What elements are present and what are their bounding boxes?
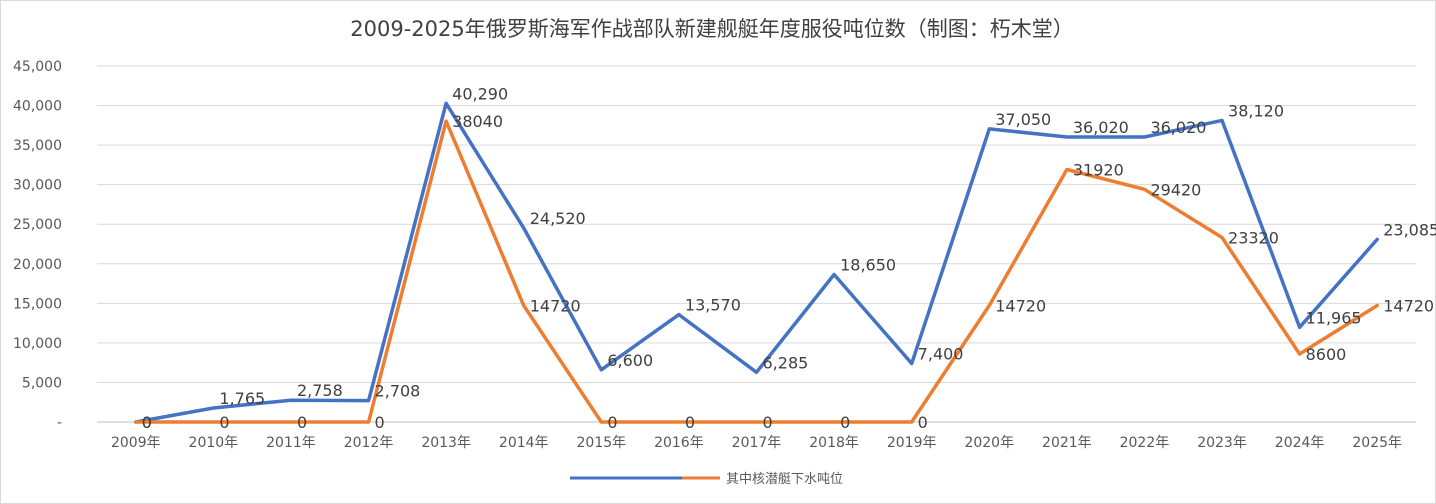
- y-tick-label: 10,000: [13, 336, 62, 352]
- data-label-series-2: 14720: [530, 297, 581, 316]
- data-label-series-1: 36,020: [1073, 118, 1129, 137]
- data-label-series-1: 6,600: [607, 351, 653, 370]
- data-label-series-1: 6,285: [763, 353, 809, 372]
- data-label-series-1: 36,020: [1150, 118, 1206, 137]
- data-label-series-1: 7,400: [918, 344, 964, 363]
- series-line-2: [134, 119, 1379, 424]
- y-tick-label: 40,000: [13, 99, 62, 115]
- data-label-series-2: 0: [685, 413, 695, 432]
- y-tick-label: -: [57, 415, 62, 431]
- data-label-series-2: 0: [763, 413, 773, 432]
- data-label-series-2: 0: [142, 413, 152, 432]
- x-tick-label: 2010年: [189, 435, 239, 451]
- x-tick-label: 2018年: [809, 435, 859, 451]
- data-label-series-2: 14720: [1383, 297, 1434, 316]
- y-axis: - 5,000 10,000 15,000 20,000 25,000 30,000 35,0…: [13, 59, 62, 431]
- data-label-series-1: 24,520: [530, 209, 586, 228]
- data-label-series-2: 0: [219, 413, 229, 432]
- data-label-series-2: 23320: [1228, 229, 1279, 248]
- data-label-series-1: 40,290: [452, 84, 508, 103]
- x-tick-label: 2023年: [1197, 435, 1247, 451]
- data-label-series-2: 0: [297, 413, 307, 432]
- data-label-series-1: 11,965: [1306, 308, 1362, 327]
- x-tick-label: 2013年: [421, 435, 471, 451]
- y-tick-label: 20,000: [13, 257, 62, 273]
- x-tick-label: 2015年: [577, 435, 627, 451]
- data-label-series-2: 0: [840, 413, 850, 432]
- y-tick-label: 35,000: [13, 138, 62, 154]
- data-label-series-2: 38040: [452, 112, 503, 131]
- data-label-series-2: 31920: [1073, 160, 1124, 179]
- y-tick-label: 45,000: [13, 59, 62, 75]
- x-tick-label: 2019年: [887, 435, 937, 451]
- data-label-series-2: 0: [375, 413, 385, 432]
- x-tick-label: 2020年: [964, 435, 1014, 451]
- legend-label-series-2: 其中核潜艇下水吨位: [726, 472, 843, 487]
- data-label-series-2: 29420: [1150, 180, 1201, 199]
- x-tick-label: 2009年: [111, 435, 161, 451]
- data-label-series-2: 0: [918, 413, 928, 432]
- data-label-series-1: 37,050: [995, 110, 1051, 129]
- data-labels: 0 1,765 2,758 2,708 40,290 24,520 6,600 13,570 6…: [142, 84, 1436, 432]
- data-label-series-1: 18,650: [840, 255, 896, 274]
- x-tick-label: 2017年: [732, 435, 782, 451]
- x-tick-label: 2016年: [654, 435, 704, 451]
- y-tick-label: 25,000: [13, 217, 62, 233]
- data-label-series-1: 2,758: [297, 381, 343, 400]
- series-line-1: [134, 101, 1379, 424]
- data-label-series-2: 0: [607, 413, 617, 432]
- data-label-series-1: 23,085: [1383, 220, 1436, 239]
- legend: 其中核潜艇下水吨位: [570, 472, 843, 487]
- chart-title: 2009-2025年俄罗斯海军作战部队新建舰艇年度服役吨位数（制图：朽木堂）: [350, 17, 1073, 41]
- y-tick-label: 15,000: [13, 296, 62, 312]
- data-label-series-2: 8600: [1306, 345, 1347, 364]
- x-tick-label: 2012年: [344, 435, 394, 451]
- gridlines: [97, 65, 1416, 423]
- x-tick-label: 2011年: [266, 435, 316, 451]
- data-label-series-1: 2,708: [375, 382, 421, 401]
- x-tick-label: 2014年: [499, 435, 549, 451]
- x-axis: 2009年 2010年 2011年 2012年 2013年 2014年 2015年 2016年…: [111, 435, 1402, 451]
- x-tick-label: 2024年: [1275, 435, 1325, 451]
- x-tick-label: 2025年: [1352, 435, 1402, 451]
- x-tick-label: 2022年: [1120, 435, 1170, 451]
- data-label-series-2: 14720: [995, 297, 1046, 316]
- data-label-series-1: 13,570: [685, 296, 741, 315]
- data-label-series-1: 1,765: [219, 389, 265, 408]
- series-lines: [134, 101, 1379, 424]
- x-tick-label: 2021年: [1042, 435, 1092, 451]
- data-label-series-1: 0: [142, 413, 152, 432]
- y-tick-label: 30,000: [13, 178, 62, 194]
- data-label-series-1: 38,120: [1228, 101, 1284, 120]
- y-tick-label: 5,000: [22, 375, 62, 391]
